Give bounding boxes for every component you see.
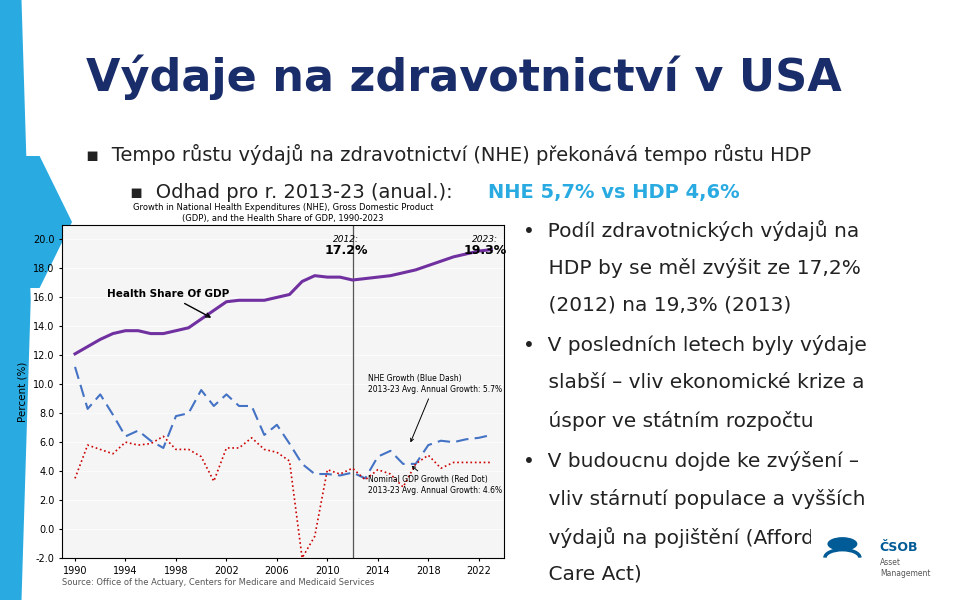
Title: Growth in National Health Expenditures (NHE), Gross Domestic Product
(GDP), and : Growth in National Health Expenditures (… — [133, 203, 433, 223]
Text: •  Podíl zdravotnických výdajů na: • Podíl zdravotnických výdajů na — [523, 220, 859, 241]
Text: •  V posledních letech byly výdaje: • V posledních letech byly výdaje — [523, 335, 867, 355]
Text: ČSOB: ČSOB — [879, 541, 919, 554]
Polygon shape — [0, 156, 72, 288]
Text: 2012:: 2012: — [333, 235, 359, 244]
Text: Health Share Of GDP: Health Share Of GDP — [107, 289, 228, 317]
Text: úspor ve státním rozpočtu: úspor ve státním rozpočtu — [523, 412, 814, 431]
Text: vliv stárnutí populace a vyšších: vliv stárnutí populace a vyšších — [523, 489, 866, 509]
Text: (2012) na 19,3% (2013): (2012) na 19,3% (2013) — [523, 296, 791, 315]
Text: výdajů na pojištění (Affordable: výdajů na pojištění (Affordable — [523, 527, 857, 548]
Y-axis label: Percent (%): Percent (%) — [17, 361, 28, 422]
Text: 19.3%: 19.3% — [464, 244, 507, 257]
Text: Source: Office of the Actuary, Centers for Medicare and Medicaid Services: Source: Office of the Actuary, Centers f… — [62, 578, 374, 587]
Text: NHE 5,7% vs HDP 4,6%: NHE 5,7% vs HDP 4,6% — [488, 183, 739, 202]
Text: 2023:: 2023: — [472, 235, 498, 244]
Text: Výdaje na zdravotnictví v USA: Výdaje na zdravotnictví v USA — [86, 54, 842, 100]
Text: NHE Growth (Blue Dash)
2013-23 Avg. Annual Growth: 5.7%: NHE Growth (Blue Dash) 2013-23 Avg. Annu… — [368, 374, 502, 442]
Text: •  V budoucnu dojde ke zvýšení –: • V budoucnu dojde ke zvýšení – — [523, 451, 859, 471]
Text: 17.2%: 17.2% — [324, 244, 368, 257]
Text: slabší – vliv ekonomické krize a: slabší – vliv ekonomické krize a — [523, 373, 865, 392]
Text: ▪  Odhad pro r. 2013-23 (anual.):: ▪ Odhad pro r. 2013-23 (anual.): — [130, 183, 459, 202]
Text: Asset
Management: Asset Management — [879, 558, 930, 578]
Text: HDP by se měl zvýšit ze 17,2%: HDP by se měl zvýšit ze 17,2% — [523, 258, 861, 278]
Polygon shape — [0, 0, 31, 600]
Text: Care Act): Care Act) — [523, 565, 642, 584]
Circle shape — [828, 537, 857, 551]
Text: ▪  Tempo růstu výdajů na zdravotnictví (NHE) překonává tempo růstu HDP: ▪ Tempo růstu výdajů na zdravotnictví (N… — [86, 144, 811, 165]
Text: Nominal GDP Growth (Red Dot)
2013-23 Avg. Annual Growth: 4.6%: Nominal GDP Growth (Red Dot) 2013-23 Avg… — [368, 466, 502, 495]
